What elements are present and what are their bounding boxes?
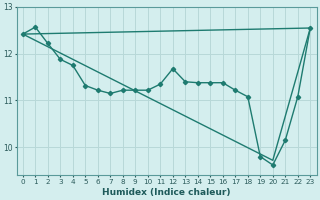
X-axis label: Humidex (Indice chaleur): Humidex (Indice chaleur) [102, 188, 231, 197]
